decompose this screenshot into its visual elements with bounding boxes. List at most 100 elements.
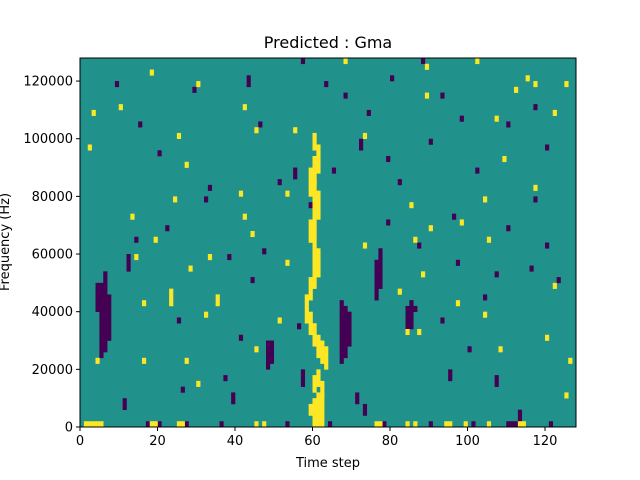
x-tick-label: 80 <box>382 434 399 449</box>
heatmap-cell-low <box>145 421 151 428</box>
heatmap-cell-high <box>95 357 100 364</box>
heatmap-cell-high <box>312 259 317 289</box>
heatmap-cell-high <box>405 421 410 428</box>
chart-title: Predicted : Gma <box>264 33 392 52</box>
heatmap-cell-high <box>316 334 321 359</box>
heatmap-cell-low <box>483 294 488 301</box>
heatmap-cell-low <box>300 369 306 387</box>
heatmap-cell-low <box>440 317 445 324</box>
heatmap-cell-low <box>362 403 368 416</box>
heatmap-cell-low <box>359 138 364 151</box>
heatmap-cell-high <box>91 109 96 116</box>
heatmap-cell-low <box>207 184 213 191</box>
heatmap-cell-low <box>459 115 464 122</box>
heatmap-cell-high <box>204 311 209 318</box>
heatmap-cell-low <box>134 236 139 243</box>
heatmap-cell-low <box>192 86 197 93</box>
heatmap-cell-low <box>138 121 143 128</box>
heatmap-cell-low <box>157 421 162 428</box>
y-axis: 0 20000 40000 60000 80000 100000 120000 <box>23 75 80 436</box>
heatmap-cell-low <box>428 421 433 428</box>
heatmap-cell-high <box>413 421 418 428</box>
heatmap-cell-high <box>320 392 325 428</box>
heatmap-cell-low <box>157 150 162 157</box>
heatmap-cell-high <box>362 132 368 140</box>
heatmap-cell-high <box>118 104 123 111</box>
heatmap-cell-high <box>533 184 538 191</box>
heatmap-cell-high <box>483 311 488 318</box>
heatmap-cell-high <box>293 127 298 134</box>
heatmap-cell-high <box>142 357 147 364</box>
heatmap-cell-high <box>448 421 453 428</box>
heatmap-cell-low <box>494 271 499 278</box>
heatmap-cell-low <box>382 421 387 428</box>
heatmap-cell-high <box>262 421 267 428</box>
x-axis-label: Time step <box>295 456 360 471</box>
y-axis-label: Frequency (Hz) <box>0 193 13 291</box>
heatmap-cell-high <box>486 236 492 243</box>
heatmap-cell-high <box>459 219 464 226</box>
heatmap-cell-high <box>525 75 530 82</box>
heatmap-cell-low <box>510 421 515 428</box>
heatmap-cell-high <box>444 421 449 428</box>
heatmap-cell-high <box>397 288 402 295</box>
heatmap-cell-high <box>312 179 317 209</box>
heatmap-cell-low <box>297 323 302 330</box>
heatmap-cell-high <box>308 277 313 301</box>
heatmap-cell-low <box>378 248 383 289</box>
heatmap-cell-low <box>95 282 100 312</box>
x-tick-label: 20 <box>149 434 166 449</box>
heatmap-cell-high <box>316 248 321 278</box>
plot-frame <box>79 57 577 428</box>
heatmap-cell-high <box>215 294 220 307</box>
heatmap-cell-high <box>463 421 468 428</box>
heatmap-cell-high <box>153 236 158 243</box>
heatmap-cell-high <box>378 421 383 428</box>
heatmap-cell-low <box>347 311 352 347</box>
heatmap-cell-high <box>87 421 92 428</box>
heatmap-cell-high <box>169 288 174 307</box>
heatmap-cell-low <box>475 167 480 174</box>
y-tick-label: 120000 <box>23 75 73 90</box>
heatmap-cell-low <box>176 317 182 324</box>
heatmap-cell-low <box>506 225 511 232</box>
heatmap-cell-high <box>494 115 499 122</box>
heatmap-cell-high <box>316 392 321 428</box>
heatmap-cell-low <box>99 282 104 359</box>
heatmap-cell-high <box>285 259 290 266</box>
heatmap-cell-low <box>448 369 453 382</box>
heatmap-cell-low <box>223 375 228 382</box>
heatmap-cell-high <box>242 213 247 220</box>
heatmap-cell-high <box>486 421 492 428</box>
heatmap-cell-high <box>153 421 158 428</box>
heatmap-cell-low <box>374 259 379 301</box>
heatmap-cell-low <box>165 225 170 232</box>
y-tick-label: 0 <box>65 421 73 436</box>
heatmap-cell-high <box>184 161 189 168</box>
heatmap-cell-high <box>312 398 317 428</box>
heatmap-cell-low <box>440 92 445 99</box>
heatmap-cell-low <box>180 386 185 393</box>
heatmap-cell-low <box>122 398 127 410</box>
heatmap-cell-high <box>498 346 503 353</box>
heatmap-cell-high <box>196 81 201 88</box>
heatmap-cell-low <box>417 242 422 249</box>
heatmap-cell-high <box>312 156 317 186</box>
heatmap-cell-low <box>467 346 472 353</box>
heatmap-cell-high <box>250 230 255 238</box>
heatmap-cell-high <box>130 213 135 220</box>
heatmap-cell-high <box>517 421 523 428</box>
heatmap-cell-low <box>331 167 337 174</box>
heatmap-cell-high <box>362 242 368 249</box>
heatmap-cell-low <box>300 58 306 65</box>
heatmap-cell-low <box>103 271 108 353</box>
plot-area <box>79 57 577 428</box>
heatmap-cell-high <box>564 392 569 399</box>
heatmap-cell-high <box>134 254 139 261</box>
heatmap-cell-low <box>285 421 290 428</box>
heatmap-cell-high <box>324 346 329 370</box>
heatmap-cell-high <box>188 265 193 272</box>
heatmap-cell-high <box>320 340 325 364</box>
heatmap-cell-high <box>312 132 317 151</box>
heatmap-cell-low <box>107 294 112 341</box>
